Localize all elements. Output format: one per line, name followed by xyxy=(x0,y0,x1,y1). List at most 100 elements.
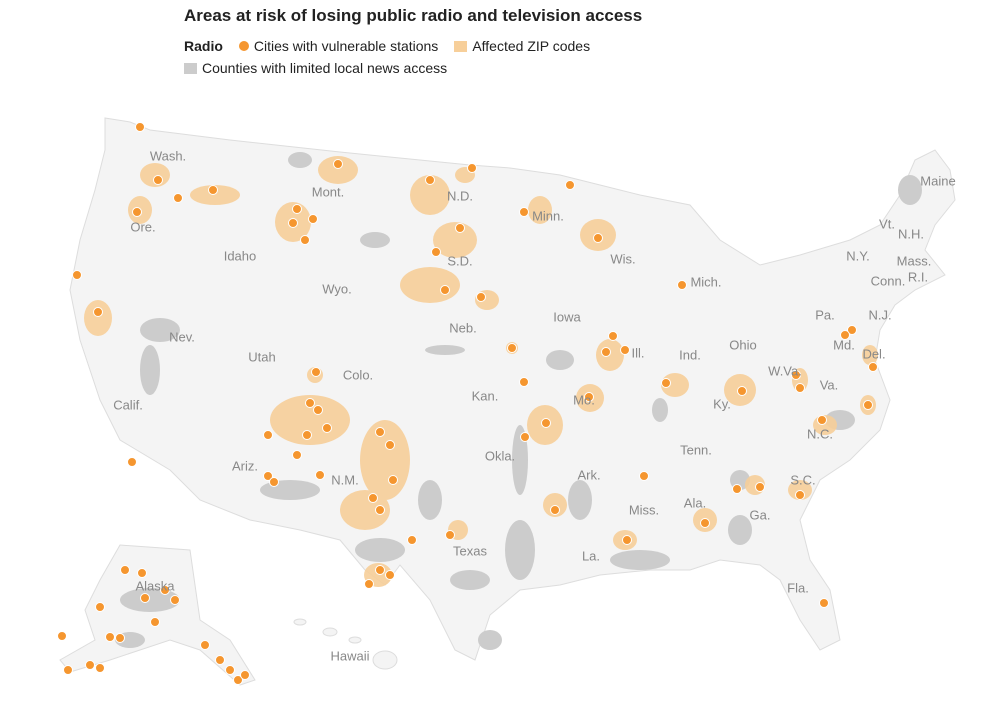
place-label: Wash. xyxy=(150,148,186,163)
city-dot xyxy=(302,430,312,440)
city-dot xyxy=(364,579,374,589)
city-dot xyxy=(620,345,630,355)
city-dot xyxy=(200,640,210,650)
county-area xyxy=(355,538,405,562)
place-label: Pa. xyxy=(815,307,835,322)
place-label: Idaho xyxy=(224,248,257,263)
city-dot xyxy=(57,631,67,641)
city-dot xyxy=(173,193,183,203)
place-label: Vt. xyxy=(879,216,895,231)
alaska-outline xyxy=(59,544,256,686)
city-dot xyxy=(507,343,517,353)
city-dot xyxy=(593,233,603,243)
county-area xyxy=(652,398,668,422)
city-dot xyxy=(305,398,315,408)
city-dot xyxy=(550,505,560,515)
place-label: Tenn. xyxy=(680,442,712,457)
city-dot xyxy=(311,367,321,377)
county-layer xyxy=(115,152,922,650)
city-dot xyxy=(440,285,450,295)
place-label: S.D. xyxy=(447,253,472,268)
city-dot xyxy=(368,493,378,503)
place-label: Utah xyxy=(248,349,275,364)
county-area xyxy=(505,520,535,580)
city-dot xyxy=(137,568,147,578)
place-label: Iowa xyxy=(553,309,581,324)
city-dot xyxy=(375,427,385,437)
county-area xyxy=(512,425,528,495)
title: Areas at risk of losing public radio and… xyxy=(184,6,643,25)
zip-area xyxy=(84,300,112,336)
city-dot xyxy=(755,482,765,492)
place-label: Mont. xyxy=(312,184,345,199)
place-label: W.Va. xyxy=(768,363,802,378)
city-dot xyxy=(791,370,801,380)
city-dot xyxy=(795,490,805,500)
city-dot xyxy=(622,535,632,545)
city-dot xyxy=(840,330,850,340)
zip-area xyxy=(410,175,450,215)
city-dot xyxy=(315,470,325,480)
city-dot xyxy=(225,665,235,675)
dot-layer xyxy=(57,122,878,685)
place-label: Okla. xyxy=(485,448,515,463)
place-label: Conn. xyxy=(871,273,906,288)
place-label: Calif. xyxy=(113,397,143,412)
place-label: Miss. xyxy=(629,502,659,517)
city-dot xyxy=(565,180,575,190)
place-label: N.D. xyxy=(447,188,473,203)
place-label: R.I. xyxy=(908,269,928,284)
city-dot xyxy=(661,378,671,388)
city-dot xyxy=(233,675,243,685)
city-dot xyxy=(160,585,170,595)
city-dot xyxy=(240,670,250,680)
zip-area xyxy=(318,156,358,184)
city-dot xyxy=(601,347,611,357)
city-dot xyxy=(292,204,302,214)
county-area xyxy=(546,350,574,370)
city-dot xyxy=(375,505,385,515)
city-dot xyxy=(105,632,115,642)
place-label: Md. xyxy=(833,337,855,352)
legend-heading: Radio xyxy=(184,38,223,54)
zip-swatch xyxy=(454,40,468,52)
city-dot xyxy=(608,331,618,341)
county-area xyxy=(898,175,922,205)
city-dot xyxy=(700,518,710,528)
city-dot xyxy=(150,617,160,627)
dot-swatch xyxy=(238,41,249,51)
place-label: Ark. xyxy=(577,467,600,482)
place-label: Mo. xyxy=(573,392,595,407)
place-label: Ga. xyxy=(750,507,771,522)
city-dot xyxy=(819,598,829,608)
city-dot xyxy=(519,207,529,217)
city-dot xyxy=(333,159,343,169)
zip-area xyxy=(528,196,552,224)
place-label: Ariz. xyxy=(232,458,258,473)
legend-item: Affected ZIP codes xyxy=(472,38,591,54)
city-dot xyxy=(868,362,878,372)
place-label: Texas xyxy=(453,543,487,558)
city-dot xyxy=(135,122,145,132)
county-area xyxy=(418,480,442,520)
place-label: Neb. xyxy=(449,320,476,335)
place-label: N.Y. xyxy=(846,248,870,263)
place-label: N.M. xyxy=(331,472,358,487)
city-dot xyxy=(322,423,332,433)
city-dot xyxy=(677,280,687,290)
county-area xyxy=(288,152,312,168)
city-dot xyxy=(215,655,225,665)
city-dot xyxy=(541,418,551,428)
place-label: Ky. xyxy=(713,396,731,411)
place-label: Ill. xyxy=(632,345,645,360)
city-dot xyxy=(519,377,529,387)
city-dot xyxy=(127,457,137,467)
city-dot xyxy=(520,432,530,442)
place-label: Hawaii xyxy=(330,648,369,663)
place-label: Va. xyxy=(820,377,839,392)
place-label: La. xyxy=(582,548,600,563)
city-dot xyxy=(445,530,455,540)
city-dot xyxy=(269,477,279,487)
legend-item: Cities with vulnerable stations xyxy=(253,38,439,54)
